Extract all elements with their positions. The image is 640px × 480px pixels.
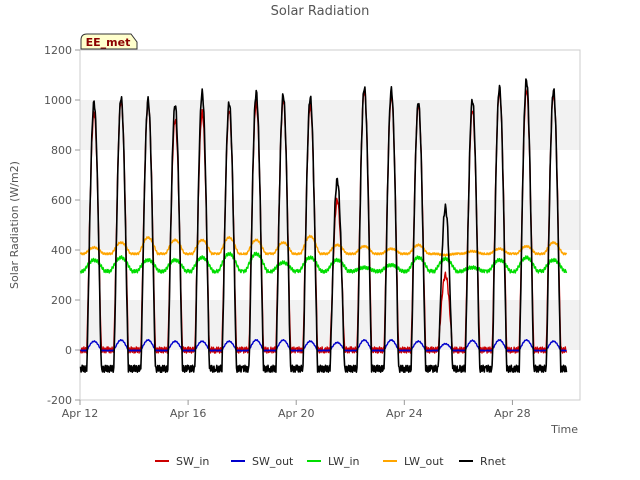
y-tick-label: 1000 [44, 94, 72, 107]
y-tick-label: 200 [51, 294, 72, 307]
x-tick-label: Apr 16 [170, 407, 207, 420]
x-tick-label: Apr 20 [278, 407, 315, 420]
x-axis-label: Time [550, 423, 578, 436]
station-badge: EE_met [80, 33, 138, 50]
legend-label: LW_in [328, 455, 360, 468]
y-tick-label: 600 [51, 194, 72, 207]
y-tick-label: -200 [47, 394, 72, 407]
series-line-lw-out [79, 234, 568, 257]
series-line-sw-in [79, 86, 568, 354]
y-tick-label: 1200 [44, 44, 72, 57]
y-tick-label: 400 [51, 244, 72, 257]
x-tick-label: Apr 12 [62, 407, 99, 420]
x-tick-label: Apr 28 [494, 407, 531, 420]
grid-band [80, 100, 580, 150]
y-tick-label: 0 [65, 344, 72, 357]
x-tick-label: Apr 24 [386, 407, 423, 420]
series-line-lw-in [79, 251, 568, 274]
station-badge-box [80, 33, 138, 50]
legend-label: Rnet [480, 455, 506, 468]
legend: SW_in SW_out LW_in LW_out Rnet [155, 455, 506, 468]
series-line-sw-out [80, 338, 567, 352]
series-lines [79, 78, 568, 373]
legend-label: SW_in [176, 455, 209, 468]
series-line-rnet [79, 78, 568, 373]
chart-title: Solar Radiation [271, 4, 370, 19]
station-badge-label: EE_met [86, 36, 131, 49]
x-axis: Apr 12 Apr 16 Apr 20 Apr 24 Apr 28 [62, 400, 531, 420]
y-axis-label: Solar Radiation (W/m2) [8, 161, 21, 289]
grid-band [80, 200, 580, 250]
legend-label: LW_out [404, 455, 444, 468]
plot-frame [79, 49, 581, 401]
y-axis: -200 0 200 400 600 800 1000 1200 [44, 44, 80, 407]
y-tick-label: 800 [51, 144, 72, 157]
legend-label: SW_out [252, 455, 294, 468]
grid-bands [80, 100, 580, 350]
